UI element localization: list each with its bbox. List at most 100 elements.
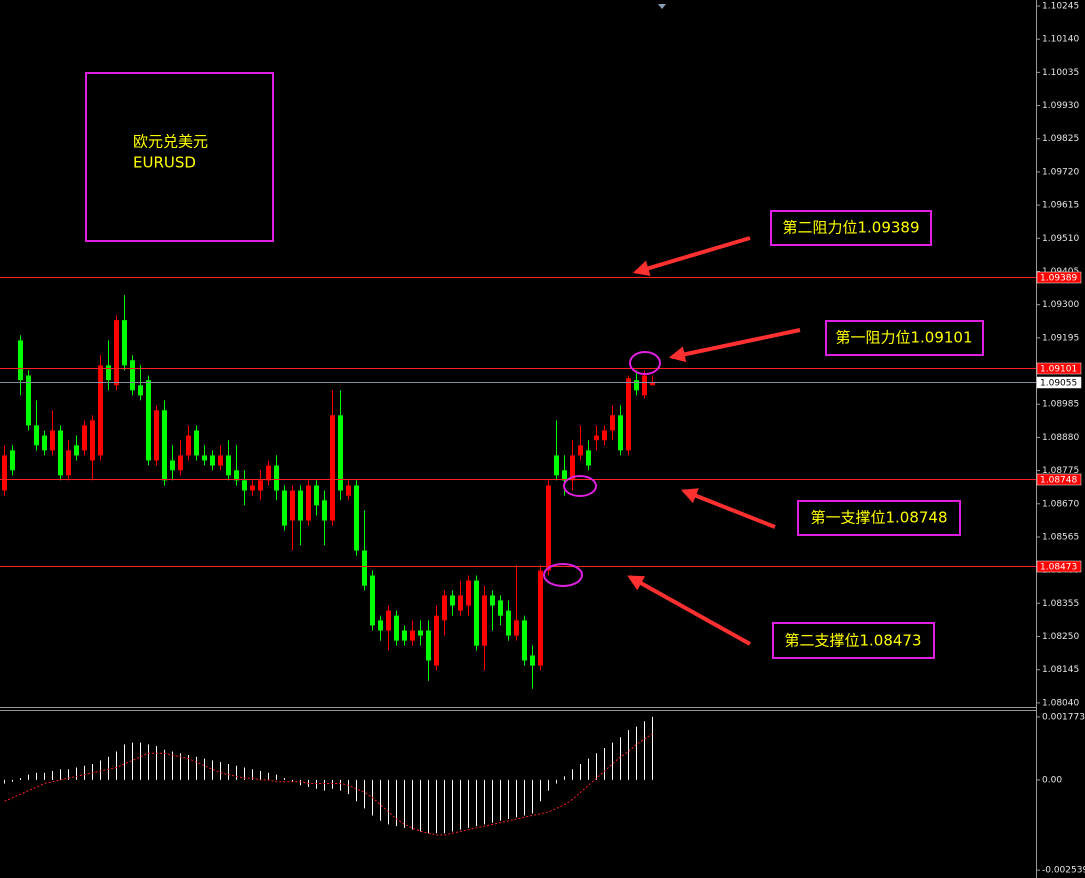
callout-text: 第一支撑位1.08748 <box>810 509 947 527</box>
y-tick-label: 1.09510 <box>1042 234 1079 244</box>
candle-body <box>226 455 231 476</box>
candle-body <box>546 485 551 571</box>
arrow <box>627 575 751 646</box>
callout-text: 第二阻力位1.09389 <box>782 219 919 237</box>
candle-body <box>618 415 623 451</box>
highlight-circle <box>563 475 597 497</box>
candle-body <box>82 425 87 451</box>
y-tick-label: 1.10035 <box>1042 68 1079 78</box>
candle-body <box>50 430 55 451</box>
arrow <box>681 488 776 529</box>
level-label: 1.09055 <box>1040 379 1077 389</box>
level-label-box <box>1036 473 1082 486</box>
candle-body <box>322 500 327 521</box>
candle-body <box>586 450 591 466</box>
y-tick-label: 1.10245 <box>1042 2 1079 12</box>
candle-body <box>162 410 167 481</box>
candle-body <box>458 595 463 611</box>
candle-body <box>626 378 631 451</box>
candle-body <box>298 490 303 521</box>
candle-body <box>74 445 79 456</box>
candle-body <box>538 570 543 666</box>
y-tick-label: 1.08565 <box>1042 532 1079 542</box>
candle-body <box>498 600 503 616</box>
level-label: 1.09101 <box>1040 365 1077 375</box>
level-label-box <box>1036 362 1082 375</box>
y-tick-label: 0.00 <box>1042 775 1062 785</box>
candle-body <box>634 380 639 391</box>
y-tick-label: 1.08145 <box>1042 665 1079 675</box>
candle-body <box>354 485 359 551</box>
candle-body <box>370 575 375 626</box>
candle-body <box>578 445 583 456</box>
callout-box <box>772 622 935 659</box>
candle-body <box>170 460 175 471</box>
y-tick-label: 1.08985 <box>1042 400 1079 410</box>
y-tick-label: 1.08670 <box>1042 499 1079 509</box>
candle-body <box>330 415 335 521</box>
callout-text: 第一阻力位1.09101 <box>835 329 972 347</box>
y-tick-label: 1.08355 <box>1042 599 1079 609</box>
y-tick-label: 1.10140 <box>1042 35 1079 45</box>
candle-body <box>186 435 191 456</box>
candle-body <box>66 450 71 476</box>
callout-box <box>770 210 932 246</box>
candle-body <box>98 365 103 456</box>
candle-body <box>2 455 7 491</box>
candle-body <box>274 465 279 491</box>
candle-body <box>138 385 143 396</box>
candle-body <box>18 340 23 381</box>
candle-body <box>530 655 535 666</box>
candle-body <box>210 455 215 466</box>
y-tick-label: 1.08040 <box>1042 698 1079 708</box>
candle-body <box>290 490 295 521</box>
level-label-box <box>1036 376 1082 389</box>
candle-body <box>90 420 95 461</box>
candle-body <box>450 595 455 606</box>
candle-body <box>506 610 511 636</box>
y-tick-label: 1.09615 <box>1042 201 1079 211</box>
candle-body <box>642 375 647 396</box>
candle-body <box>466 580 471 606</box>
candle-body <box>482 595 487 646</box>
symbol-name: 欧元兑美元 <box>133 133 208 151</box>
candle-body <box>434 615 439 666</box>
callout-box <box>825 320 984 356</box>
candle-body <box>106 365 111 381</box>
candle-body <box>378 620 383 631</box>
y-tick-label: -0.002539 <box>1042 866 1085 876</box>
candle-body <box>610 415 615 431</box>
candle-body <box>202 455 207 461</box>
candle-body <box>122 320 127 366</box>
candle-body <box>306 485 311 521</box>
candle-body <box>34 425 39 446</box>
scroll-marker <box>658 4 666 9</box>
candle-body <box>594 435 599 441</box>
candle-body <box>562 470 567 481</box>
candle-body <box>250 485 255 491</box>
level-label: 1.09389 <box>1040 274 1077 284</box>
y-tick-label: 1.09825 <box>1042 134 1079 144</box>
level-label-box <box>1036 560 1082 573</box>
symbol-code: EURUSD <box>133 154 196 172</box>
y-tick-label: 0.001773 <box>1042 712 1085 722</box>
candle-body <box>410 630 415 641</box>
signal-line <box>4 733 653 836</box>
y-tick-label: 1.09195 <box>1042 333 1079 343</box>
candle-body <box>338 415 343 491</box>
candle-body <box>234 470 239 481</box>
candle-body <box>490 595 495 606</box>
candle-body <box>402 630 407 641</box>
candle-body <box>10 450 15 471</box>
y-tick-label: 1.09930 <box>1042 101 1079 111</box>
callout-text: 第二支撑位1.08473 <box>784 632 921 650</box>
level-label: 1.08473 <box>1040 563 1077 573</box>
candle-body <box>418 630 423 636</box>
highlight-circle <box>543 563 583 587</box>
arrow <box>632 236 751 277</box>
candle-body <box>218 455 223 466</box>
